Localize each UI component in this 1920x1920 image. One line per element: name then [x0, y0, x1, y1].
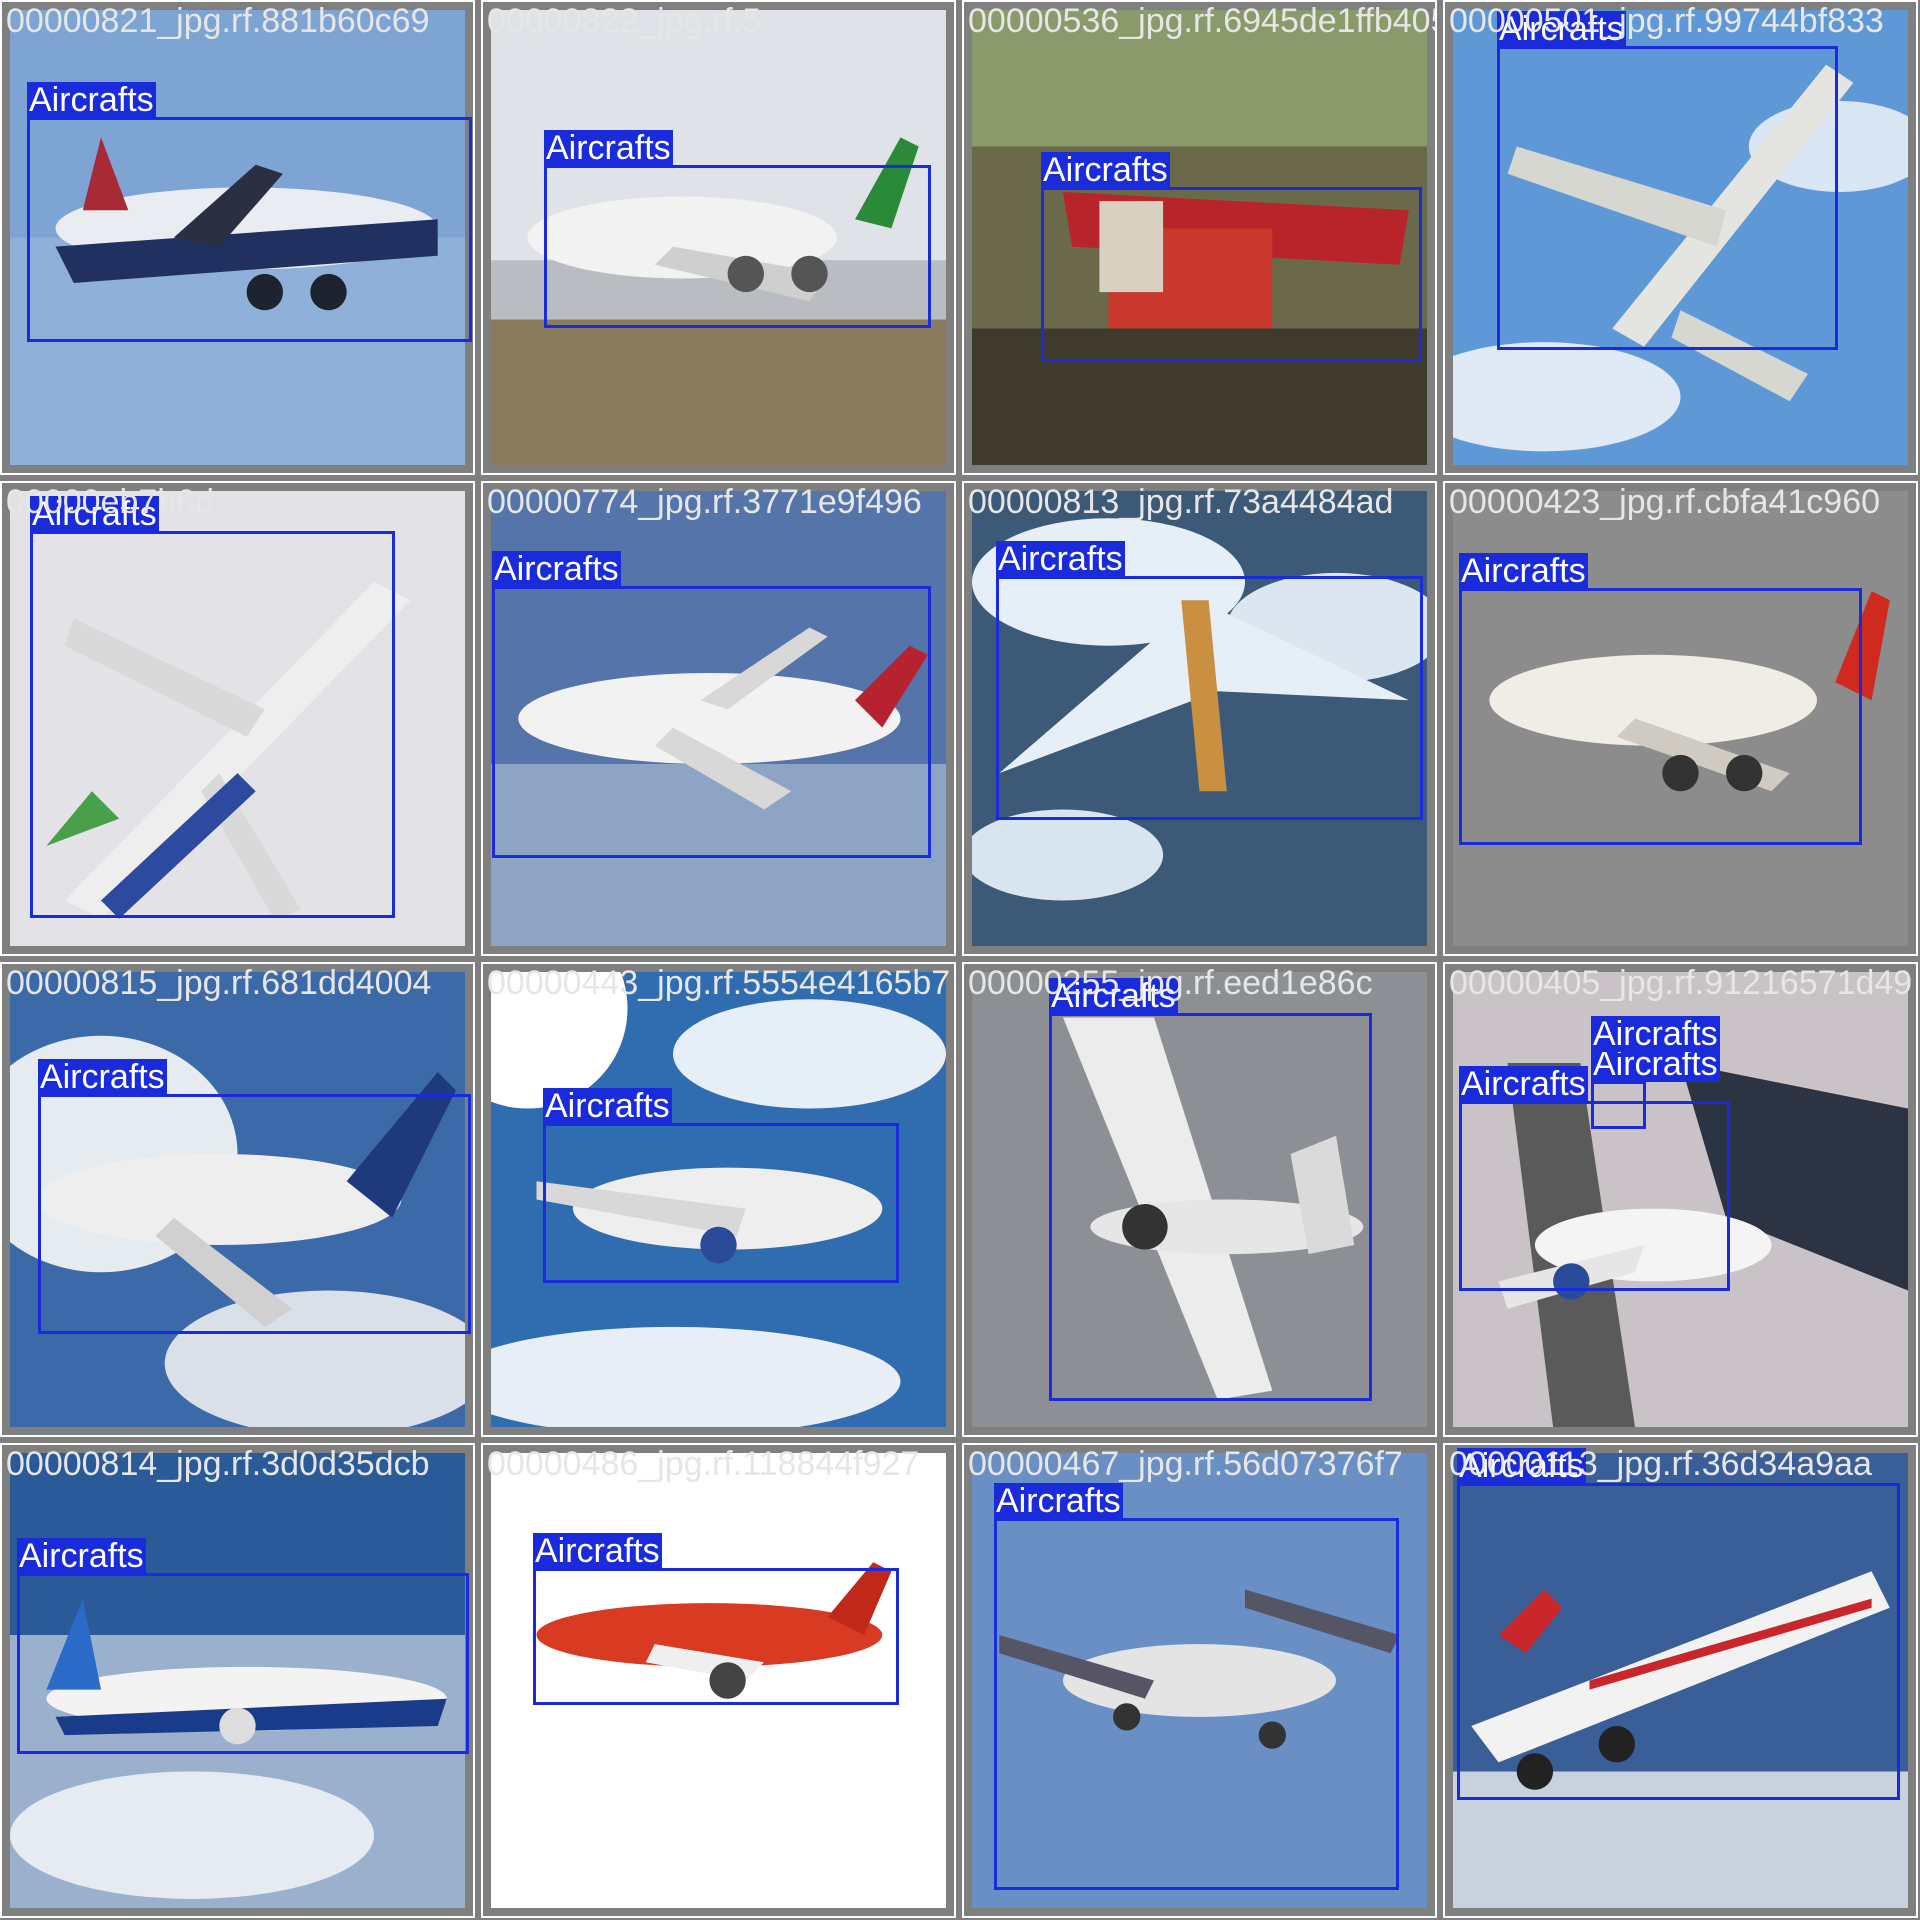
- tile: Aircrafts 00000814_jpg.rf.3d0d35dcb: [0, 1443, 475, 1918]
- aircraft-photo: [491, 10, 946, 465]
- tile: Aircrafts 00000813_jpg.rf.73a4484ad: [962, 481, 1437, 956]
- aircraft-photo: [972, 1453, 1427, 1908]
- bounding-box: [1497, 46, 1838, 350]
- bounding-box: [994, 1518, 1399, 1890]
- tile: Aircrafts 00000486_jpg.rf.118844f927: [481, 1443, 956, 1918]
- bounding-box: [533, 1568, 899, 1705]
- box-label: Aircrafts: [996, 540, 1125, 578]
- bounding-box: [996, 576, 1423, 820]
- aircraft-photo: [10, 491, 465, 946]
- bounding-box: [492, 586, 931, 858]
- tile: Aircrafts 00000443_jpg.rf.5554e4165b7: [481, 962, 956, 1437]
- aircraft-photo: [972, 10, 1427, 465]
- box-label: Aircrafts: [17, 1537, 146, 1575]
- box-label: Aircrafts: [1049, 977, 1178, 1015]
- box-label: Aircrafts: [1591, 1015, 1720, 1053]
- aircraft-photo: [491, 1453, 946, 1908]
- bounding-box: [544, 165, 931, 328]
- box-label: Aircrafts: [492, 550, 621, 588]
- box-label: Aircrafts: [543, 1087, 672, 1125]
- box-label: Aircrafts: [30, 495, 159, 533]
- bounding-box: [1049, 1013, 1372, 1401]
- tile: Aircrafts 00000501_jpg.rf.99744bf833: [1443, 0, 1918, 475]
- aircraft-photo: [1453, 491, 1908, 946]
- tile: Aircrafts 00000774_jpg.rf.3771e9f496: [481, 481, 956, 956]
- bounding-box: [1459, 1101, 1730, 1291]
- box-label: Aircrafts: [1457, 1447, 1586, 1485]
- box-label: Aircrafts: [27, 81, 156, 119]
- bounding-box: [38, 1094, 471, 1334]
- bounding-box: [1459, 588, 1862, 845]
- bounding-box: [30, 531, 395, 918]
- tile: Aircrafts Aircrafts Aircrafts 00000405_j…: [1443, 962, 1918, 1437]
- aircraft-photo: [10, 1453, 465, 1908]
- tile: Aircrafts 00000536_jpg.rf.6945de1ffb405: [962, 0, 1437, 475]
- aircraft-photo: [491, 972, 946, 1427]
- aircraft-photo: [10, 10, 465, 465]
- box-label: Aircrafts: [1459, 552, 1588, 590]
- aircraft-photo: [972, 972, 1427, 1427]
- bounding-box: [543, 1123, 899, 1283]
- tile: Aircrafts 00000113_jpg.rf.36d34a9aa: [1443, 1443, 1918, 1918]
- box-label: Aircrafts: [544, 129, 673, 167]
- box-label: Aircrafts: [1497, 10, 1626, 48]
- tile: Aircrafts 00000423_jpg.rf.cbfa41c960: [1443, 481, 1918, 956]
- aircraft-photo: [1453, 10, 1908, 465]
- tile: Aircrafts 00000815_jpg.rf.681dd4004: [0, 962, 475, 1437]
- bounding-box: [27, 117, 472, 342]
- aircraft-photo: [1453, 1453, 1908, 1908]
- bounding-box: [1591, 1081, 1646, 1129]
- bounding-box: [1041, 187, 1422, 362]
- tile: Aircrafts 00000255_jpg.rf.eed1e86c: [962, 962, 1437, 1437]
- box-label: Aircrafts: [1459, 1065, 1588, 1103]
- box-label: Aircrafts: [1591, 1045, 1720, 1083]
- tile: Aircrafts 00000467_jpg.rf.56d07376f7: [962, 1443, 1437, 1918]
- bounding-box: [1457, 1483, 1900, 1800]
- tile: Aircrafts 00000eb7b6d: [0, 481, 475, 956]
- tile: Aircrafts 00000821_jpg.rf.881b60c69: [0, 0, 475, 475]
- box-label: Aircrafts: [533, 1532, 662, 1570]
- tile: Aircrafts 00000822_jpg.rf.5: [481, 0, 956, 475]
- box-label: Aircrafts: [38, 1058, 167, 1096]
- bounding-box: [17, 1573, 469, 1754]
- box-label: Aircrafts: [1041, 151, 1170, 189]
- box-label: Aircrafts: [994, 1482, 1123, 1520]
